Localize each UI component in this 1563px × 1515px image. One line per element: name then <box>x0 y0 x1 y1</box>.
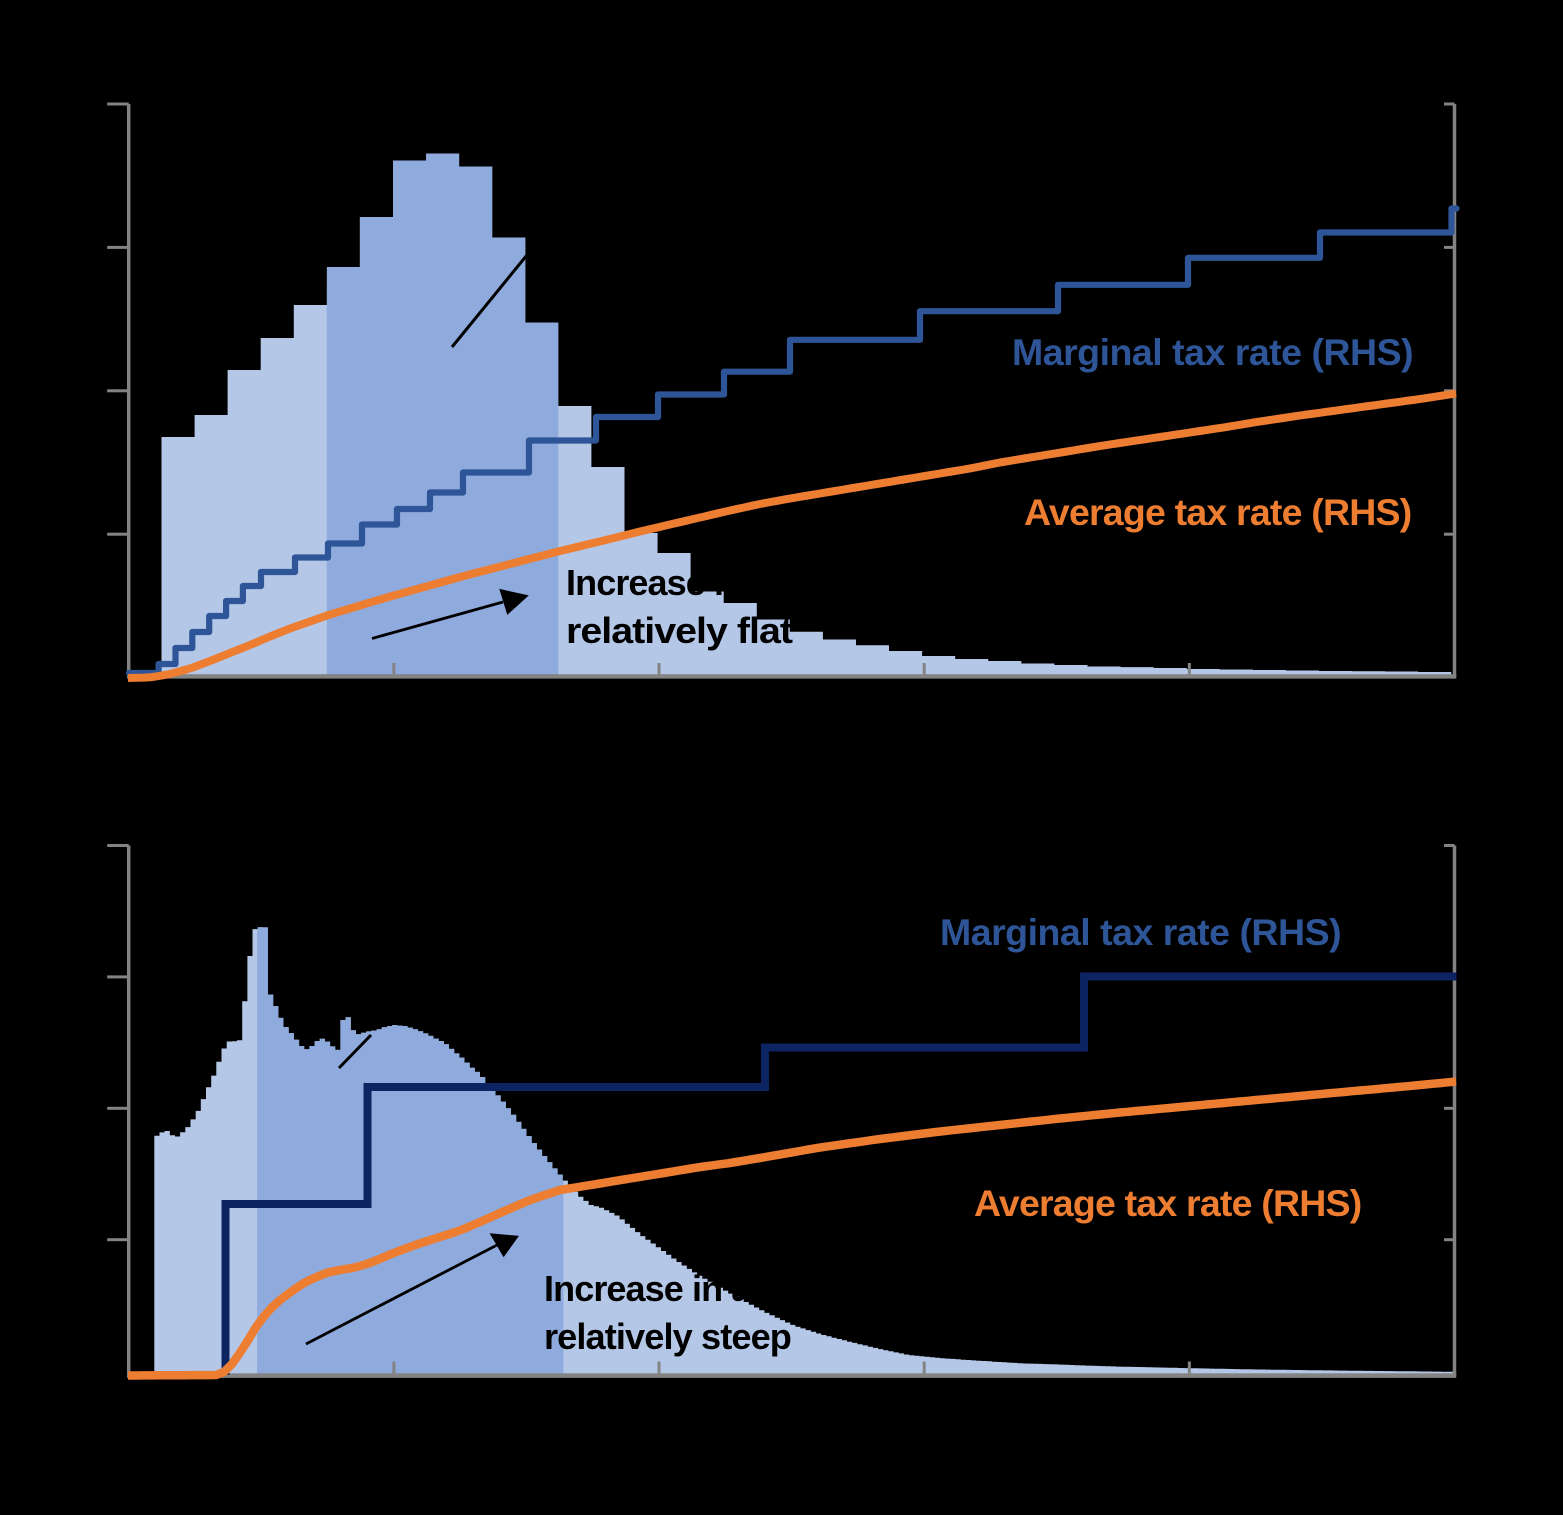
svg-text:Marginal tax rate (RHS): Marginal tax rate (RHS) <box>1012 331 1413 373</box>
svg-text:Increase in average tax rates: Increase in average tax rates <box>544 1268 1010 1309</box>
svg-text:Increase in average tax rates: Increase in average tax rates <box>566 562 1032 603</box>
svg-text:relatively flat: relatively flat <box>566 610 793 651</box>
svg-text:Marginal tax rate (RHS): Marginal tax rate (RHS) <box>940 911 1341 953</box>
svg-text:Average tax rate (RHS): Average tax rate (RHS) <box>1024 491 1411 533</box>
svg-text:relatively steep: relatively steep <box>544 1316 791 1357</box>
svg-text:Average tax rate (RHS): Average tax rate (RHS) <box>974 1182 1361 1224</box>
